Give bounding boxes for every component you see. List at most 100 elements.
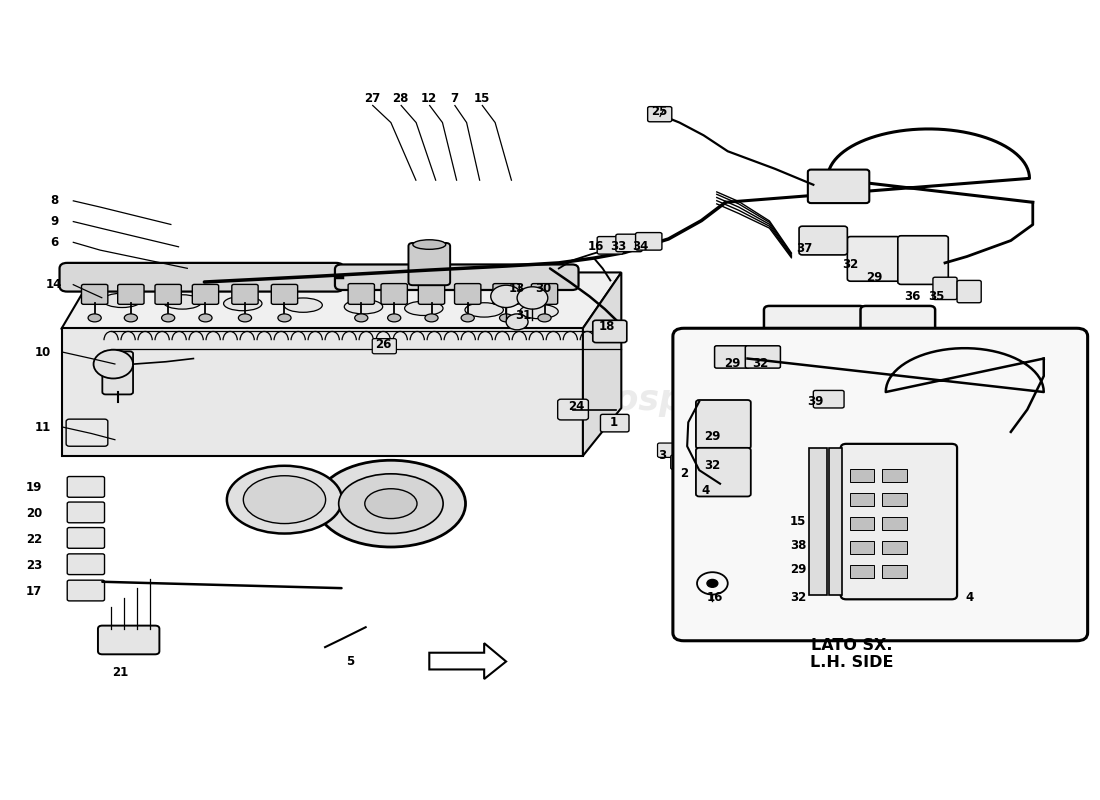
FancyBboxPatch shape	[807, 170, 869, 203]
Text: 35: 35	[928, 290, 945, 303]
FancyBboxPatch shape	[372, 338, 396, 354]
Text: 4: 4	[702, 484, 710, 498]
Text: 37: 37	[796, 242, 813, 255]
Bar	[882, 565, 906, 578]
FancyBboxPatch shape	[799, 226, 847, 255]
FancyBboxPatch shape	[67, 554, 104, 574]
Ellipse shape	[163, 294, 201, 309]
Bar	[828, 448, 842, 595]
Text: 29: 29	[724, 357, 740, 370]
Text: eurospares: eurospares	[550, 383, 770, 417]
Bar	[849, 494, 873, 506]
Text: 34: 34	[631, 241, 648, 254]
FancyBboxPatch shape	[98, 626, 160, 654]
FancyBboxPatch shape	[232, 285, 258, 304]
FancyBboxPatch shape	[192, 285, 219, 304]
Bar	[772, 386, 792, 397]
FancyBboxPatch shape	[746, 346, 780, 368]
FancyBboxPatch shape	[715, 346, 750, 368]
Ellipse shape	[239, 314, 252, 322]
FancyBboxPatch shape	[708, 479, 730, 494]
Ellipse shape	[243, 476, 326, 523]
Text: 12: 12	[421, 92, 438, 105]
Text: 14: 14	[46, 278, 63, 291]
Bar	[882, 517, 906, 530]
FancyBboxPatch shape	[933, 278, 957, 299]
Text: 19: 19	[26, 481, 43, 494]
Text: 39: 39	[807, 395, 824, 408]
Circle shape	[491, 285, 521, 307]
Bar	[849, 517, 873, 530]
Text: 10: 10	[35, 346, 52, 358]
FancyBboxPatch shape	[81, 285, 108, 304]
Text: eurospares: eurospares	[133, 383, 353, 417]
Bar	[882, 494, 906, 506]
Text: 22: 22	[26, 533, 43, 546]
Text: 2: 2	[680, 467, 688, 480]
Text: 20: 20	[26, 506, 43, 520]
Text: 9: 9	[50, 215, 58, 228]
Polygon shape	[583, 273, 621, 456]
Ellipse shape	[520, 304, 558, 318]
Ellipse shape	[124, 314, 138, 322]
Text: 15: 15	[474, 92, 491, 105]
Circle shape	[94, 350, 133, 378]
Circle shape	[707, 579, 718, 587]
FancyBboxPatch shape	[636, 233, 662, 250]
Text: 7: 7	[451, 92, 459, 105]
FancyBboxPatch shape	[531, 284, 558, 304]
Bar	[849, 541, 873, 554]
FancyBboxPatch shape	[601, 414, 629, 432]
Ellipse shape	[425, 314, 438, 322]
FancyBboxPatch shape	[689, 467, 711, 482]
FancyBboxPatch shape	[696, 400, 751, 449]
FancyBboxPatch shape	[66, 419, 108, 446]
FancyBboxPatch shape	[673, 328, 1088, 641]
Text: 31: 31	[516, 309, 531, 322]
Text: 18: 18	[598, 320, 615, 333]
Text: 8: 8	[50, 194, 58, 207]
FancyBboxPatch shape	[860, 306, 935, 432]
FancyBboxPatch shape	[764, 306, 865, 432]
Bar	[882, 470, 906, 482]
Text: 11: 11	[35, 421, 52, 434]
Text: 6: 6	[50, 236, 58, 249]
Bar	[882, 541, 906, 554]
FancyBboxPatch shape	[118, 285, 144, 304]
Text: 32: 32	[704, 459, 720, 472]
FancyBboxPatch shape	[813, 390, 844, 408]
Text: 16: 16	[587, 241, 604, 254]
Text: 28: 28	[393, 92, 409, 105]
FancyBboxPatch shape	[348, 284, 374, 304]
Ellipse shape	[284, 298, 322, 312]
Ellipse shape	[354, 314, 367, 322]
Ellipse shape	[162, 314, 175, 322]
Text: 13: 13	[509, 282, 525, 295]
Bar	[849, 565, 873, 578]
FancyBboxPatch shape	[418, 284, 444, 304]
Text: 29: 29	[704, 430, 720, 443]
Ellipse shape	[461, 314, 474, 322]
Ellipse shape	[538, 314, 551, 322]
Text: 33: 33	[609, 241, 626, 254]
FancyBboxPatch shape	[155, 285, 182, 304]
Ellipse shape	[103, 293, 141, 307]
Ellipse shape	[499, 314, 513, 322]
Circle shape	[517, 286, 548, 309]
Text: 4: 4	[965, 591, 974, 604]
FancyBboxPatch shape	[648, 106, 672, 122]
Polygon shape	[62, 273, 621, 328]
Bar	[761, 426, 938, 442]
Ellipse shape	[223, 296, 262, 310]
Ellipse shape	[412, 240, 446, 250]
Text: 36: 36	[904, 290, 921, 303]
FancyBboxPatch shape	[898, 236, 948, 285]
FancyBboxPatch shape	[67, 477, 104, 498]
FancyBboxPatch shape	[334, 265, 579, 290]
Text: 3: 3	[658, 450, 666, 462]
Ellipse shape	[199, 314, 212, 322]
Text: 5: 5	[346, 655, 354, 668]
Text: 32: 32	[790, 591, 806, 604]
Bar	[772, 350, 792, 362]
Bar	[808, 448, 826, 595]
